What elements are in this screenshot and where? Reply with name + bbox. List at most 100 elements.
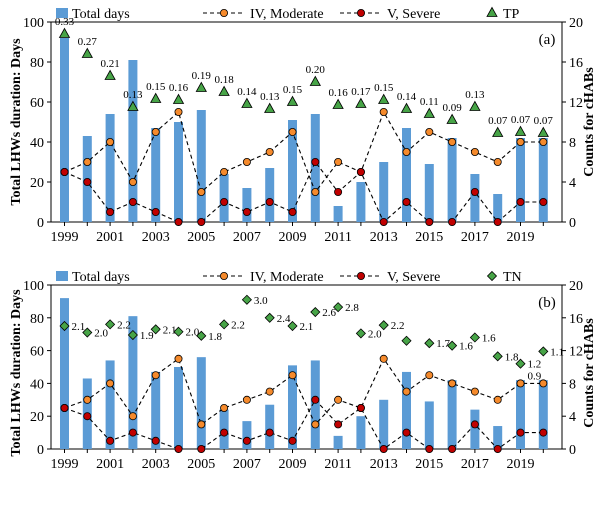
x-tick-label: 2009 bbox=[279, 457, 307, 472]
point-moderate bbox=[402, 387, 411, 396]
bar-total-days bbox=[105, 114, 115, 222]
point-severe bbox=[128, 197, 137, 206]
point-severe bbox=[151, 436, 160, 445]
x-tick-label: 2007 bbox=[233, 230, 261, 245]
marker-value-label: 2.0 bbox=[368, 328, 382, 340]
marker-value-label: 1.8 bbox=[505, 351, 519, 363]
point-severe bbox=[106, 436, 115, 445]
marker-tp bbox=[195, 81, 207, 92]
point-severe bbox=[470, 420, 479, 429]
marker-value-label: 2.0 bbox=[186, 327, 200, 339]
point-severe bbox=[448, 444, 457, 453]
bar-total-days bbox=[288, 365, 297, 449]
point-severe bbox=[402, 428, 411, 437]
left-y-tick-label: 100 bbox=[23, 279, 44, 294]
point-severe bbox=[288, 207, 297, 216]
x-tick-label: 2013 bbox=[370, 230, 398, 245]
point-moderate bbox=[311, 187, 320, 196]
point-severe bbox=[220, 428, 229, 437]
marker-tn bbox=[105, 319, 116, 330]
legend-swatch-total-days bbox=[56, 8, 68, 18]
marker-tp bbox=[355, 97, 367, 108]
bar-total-days bbox=[333, 435, 343, 449]
right-y-tick-label: 0 bbox=[569, 216, 576, 231]
bar-total-days bbox=[128, 316, 138, 449]
marker-value-label: 1.8 bbox=[208, 331, 222, 343]
point-severe bbox=[334, 187, 343, 196]
marker-value-label: 0.11 bbox=[420, 96, 439, 108]
marker-value-label: 0.07 bbox=[534, 115, 554, 127]
legend-label: IV, Moderate bbox=[250, 270, 324, 285]
marker-tn bbox=[333, 302, 344, 313]
point-severe bbox=[60, 167, 69, 176]
point-moderate bbox=[128, 177, 137, 186]
marker-tn bbox=[538, 346, 549, 357]
point-moderate bbox=[242, 395, 251, 404]
point-moderate bbox=[83, 395, 92, 404]
point-severe bbox=[83, 177, 92, 186]
x-tick-label: 2011 bbox=[324, 457, 351, 472]
legend-marker-severe bbox=[356, 271, 365, 280]
point-moderate bbox=[220, 167, 229, 176]
marker-value-label: 2.1 bbox=[300, 321, 314, 333]
right-y-tick-label: 20 bbox=[569, 16, 583, 31]
point-severe bbox=[470, 187, 479, 196]
bar-total-days bbox=[174, 122, 183, 222]
bar-total-days bbox=[242, 188, 252, 222]
line-severe bbox=[64, 160, 544, 223]
point-severe bbox=[539, 197, 548, 206]
point-moderate bbox=[265, 147, 274, 156]
left-axis-label-b: Total LHWs duration: Days bbox=[9, 289, 24, 457]
point-severe bbox=[516, 197, 525, 206]
right-y-tick-label: 8 bbox=[569, 136, 576, 151]
left-y-tick-label: 60 bbox=[30, 345, 44, 360]
marker-value-label: 0.16 bbox=[328, 87, 348, 99]
point-moderate bbox=[539, 379, 548, 388]
bar-total-days bbox=[310, 114, 320, 222]
marker-value-label: 0.33 bbox=[55, 16, 75, 28]
x-tick-label: 2009 bbox=[279, 230, 307, 245]
point-moderate bbox=[425, 127, 434, 136]
x-tick-label: 2015 bbox=[415, 457, 443, 472]
marker-tp bbox=[537, 126, 549, 137]
marker-tn bbox=[492, 351, 503, 362]
marker-value-label: 1.9 bbox=[140, 330, 154, 342]
marker-tn bbox=[447, 340, 458, 351]
left-y-tick-label: 0 bbox=[37, 443, 44, 458]
marker-tp bbox=[286, 95, 299, 106]
x-tick-label: 1999 bbox=[51, 230, 79, 245]
marker-value-label: 0.21 bbox=[100, 58, 119, 70]
left-y-tick-label: 20 bbox=[30, 176, 44, 191]
point-moderate bbox=[288, 127, 297, 136]
marker-tp bbox=[332, 98, 344, 109]
left-y-tick-label: 20 bbox=[30, 410, 44, 425]
plot-frame bbox=[50, 21, 563, 223]
right-y-tick-label: 8 bbox=[569, 377, 576, 392]
marker-tp bbox=[58, 27, 71, 38]
marker-value-label: 1.2 bbox=[528, 359, 542, 371]
marker-value-label: 2.2 bbox=[391, 320, 405, 332]
bar-total-days bbox=[379, 399, 389, 449]
legend-marker-tn bbox=[486, 270, 498, 282]
point-severe bbox=[448, 217, 457, 226]
marker-value-label: 2.2 bbox=[117, 319, 131, 331]
marker-tn bbox=[196, 330, 207, 341]
marker-tn bbox=[82, 327, 93, 338]
x-tick-label: 1999 bbox=[51, 457, 79, 472]
point-moderate bbox=[448, 379, 457, 388]
bar-total-days bbox=[379, 162, 389, 222]
marker-value-label: 1.1 bbox=[550, 346, 564, 358]
point-severe bbox=[539, 428, 548, 437]
point-moderate bbox=[265, 387, 274, 396]
x-tick-label: 2003 bbox=[142, 230, 170, 245]
marker-tp bbox=[104, 69, 116, 80]
legend-label: Total days bbox=[72, 270, 130, 285]
bar-total-days bbox=[196, 110, 206, 222]
point-severe bbox=[311, 157, 320, 166]
marker-value-label: 0.13 bbox=[465, 89, 485, 101]
right-y-tick-label: 0 bbox=[569, 443, 576, 458]
bar-total-days bbox=[447, 380, 457, 449]
line-moderate bbox=[64, 110, 544, 194]
bar-total-days bbox=[265, 404, 275, 449]
x-tick-label: 2017 bbox=[461, 230, 489, 245]
